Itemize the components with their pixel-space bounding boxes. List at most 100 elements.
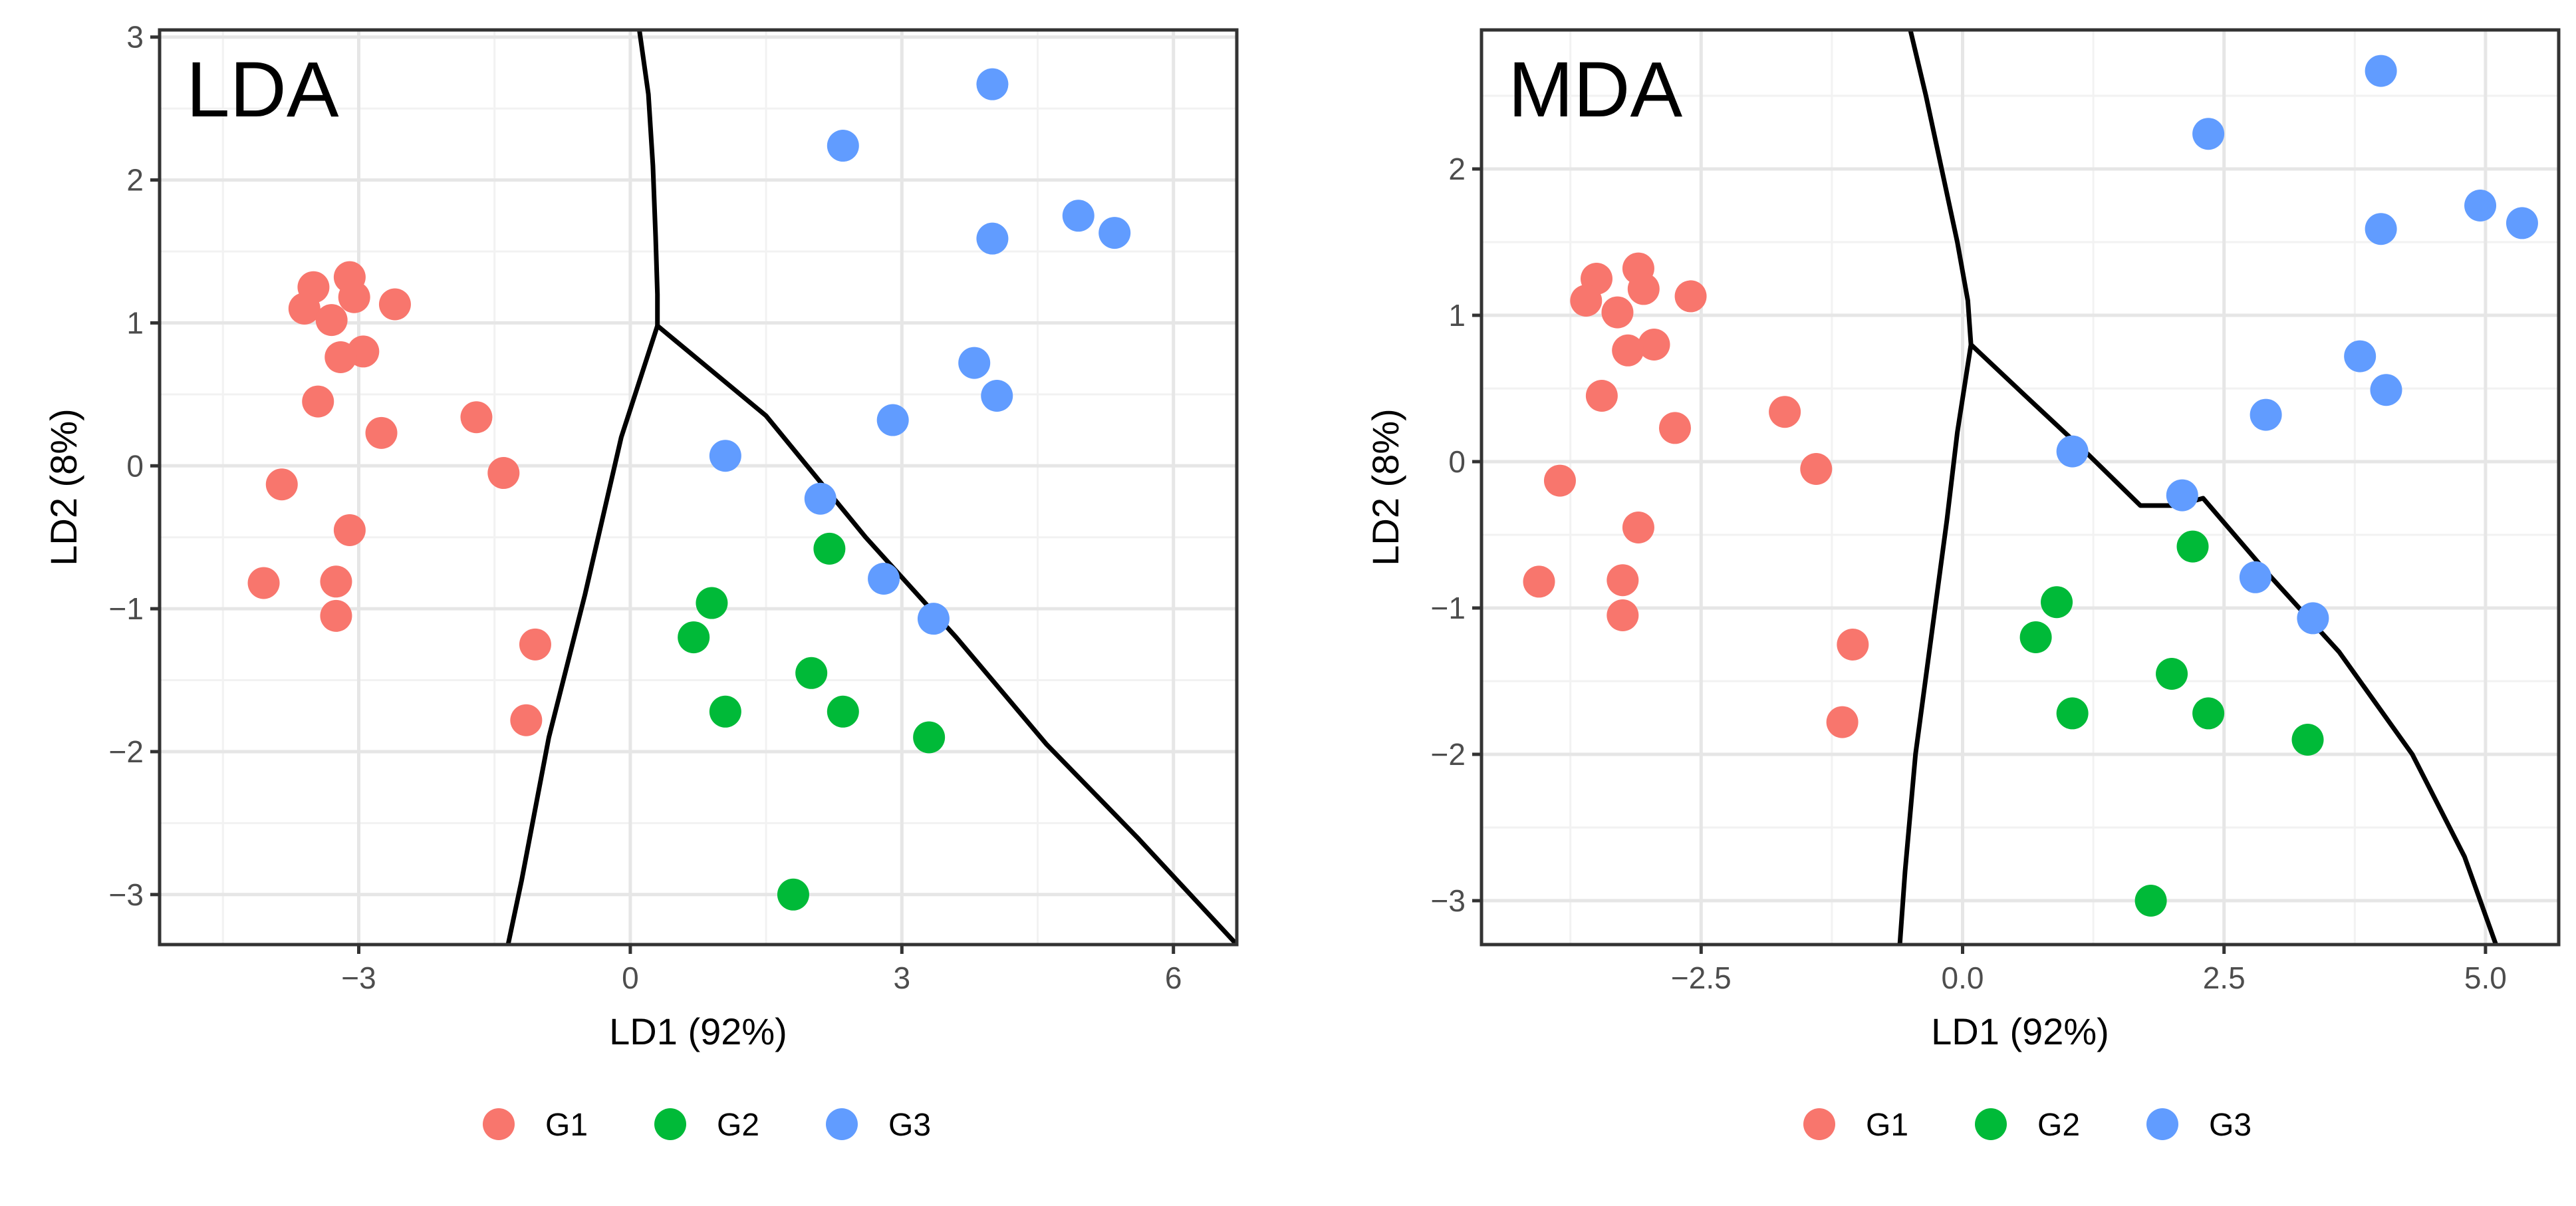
point-g1: [1543, 464, 1576, 497]
point-g1: [333, 514, 366, 546]
point-g3: [976, 222, 1009, 255]
point-g1: [1769, 396, 1801, 428]
y-axis-title: LD2 (8%): [1364, 408, 1406, 566]
y-axis-title: LD2 (8%): [43, 408, 84, 566]
x-tick-label: 0: [622, 961, 639, 995]
point-g3: [2056, 435, 2089, 468]
point-g3: [958, 347, 991, 379]
point-g1: [1601, 296, 1634, 329]
x-tick-label: 5.0: [2464, 961, 2507, 995]
point-g1: [510, 704, 543, 736]
point-g1: [324, 341, 357, 373]
point-g3: [2464, 190, 2497, 222]
decision-boundary-3: [656, 324, 1237, 945]
decision-boundary-2: [505, 325, 660, 945]
point-g3: [827, 130, 859, 162]
point-g1: [320, 599, 352, 632]
point-g3: [917, 603, 950, 635]
point-g1: [1523, 565, 1555, 598]
y-tick-label: −2: [1431, 737, 1466, 772]
point-g2: [678, 621, 710, 654]
point-g1: [519, 628, 551, 661]
panel-title: MDA: [1508, 46, 1683, 134]
point-g3: [2166, 479, 2198, 512]
point-g2: [2134, 885, 2167, 917]
point-g2: [2176, 530, 2209, 563]
chart-panel-mda: −2.5 0.0 2.5 5.0 −3 −2 −1 0 1 2 LD1 (92%) LD2 (8%) M…: [1364, 28, 2561, 1143]
x-tick-label: −3: [341, 961, 376, 995]
point-g3: [709, 440, 741, 472]
point-g1: [1800, 453, 1833, 485]
point-g3: [1062, 200, 1095, 232]
y-tick-label: −3: [109, 877, 144, 912]
panel-title: LDA: [186, 46, 339, 134]
x-tick-label: 3: [894, 961, 911, 995]
point-g3: [804, 482, 837, 515]
point-g2: [2192, 697, 2225, 730]
point-g1: [1674, 280, 1707, 313]
legend-key-g2: [654, 1108, 686, 1140]
legend-key-g1: [483, 1108, 515, 1140]
point-g2: [813, 532, 846, 565]
point-g1: [1585, 380, 1618, 412]
point-g2: [777, 878, 809, 911]
y-tick-label: −1: [1431, 591, 1466, 625]
legend-label-g1: G1: [1866, 1108, 1908, 1143]
point-g1: [378, 288, 411, 321]
point-g3: [868, 563, 900, 595]
point-g3: [876, 404, 909, 436]
point-g1: [487, 457, 520, 490]
y-tick-label: 2: [126, 163, 144, 198]
y-tick-label: −2: [109, 734, 144, 769]
legend-key-g1: [1803, 1108, 1835, 1140]
point-g3: [981, 380, 1013, 412]
point-g3: [976, 68, 1009, 100]
point-g1: [338, 281, 370, 313]
x-tick-label: 0.0: [1942, 961, 1984, 995]
panel-border: [158, 28, 1239, 947]
x-axis-title: LD1 (92%): [1931, 1010, 2109, 1052]
point-g3: [2365, 55, 2397, 87]
decision-boundary-1: [637, 30, 660, 326]
point-g2: [2041, 586, 2073, 619]
legend-label-g3: G3: [888, 1108, 931, 1143]
point-g3: [2365, 213, 2397, 245]
panel-border: [1480, 28, 2561, 947]
y-tick-label: 2: [1448, 152, 1466, 186]
point-g2: [2156, 658, 2188, 690]
legend-label-g3: G3: [2209, 1108, 2252, 1143]
y-tick-label: 1: [1448, 298, 1466, 333]
point-g1: [320, 565, 352, 598]
point-g2: [709, 695, 741, 728]
point-g3: [2506, 207, 2538, 239]
point-g3: [2239, 561, 2271, 593]
legend-key-g2: [1975, 1108, 2007, 1140]
point-g2: [913, 721, 946, 754]
point-g1: [288, 292, 321, 325]
legend-label-g2: G2: [717, 1108, 759, 1143]
y-tick-label: 0: [126, 448, 144, 483]
legend-key-g3: [826, 1108, 858, 1140]
x-tick-label: −2.5: [1671, 961, 1732, 995]
point-g1: [1622, 512, 1654, 543]
point-g1: [1638, 329, 1670, 361]
point-g2: [696, 587, 728, 619]
point-g3: [2344, 340, 2377, 373]
point-g1: [460, 401, 493, 434]
point-g1: [1612, 334, 1644, 367]
y-tick-label: 1: [126, 305, 144, 340]
point-g2: [2291, 724, 2324, 756]
x-tick-label: 2.5: [2203, 961, 2246, 995]
point-g3: [1098, 217, 1131, 249]
legend: G1 G2 G3: [1803, 1108, 2252, 1143]
x-axis-title: LD1 (92%): [609, 1010, 787, 1052]
point-g2: [827, 695, 859, 728]
legend-label-g1: G1: [545, 1108, 588, 1143]
decision-boundary-2: [1897, 344, 1974, 945]
decision-boundary-3: [1969, 343, 2498, 945]
point-g1: [315, 304, 348, 337]
y-tick-label: −3: [1431, 883, 1466, 918]
y-tick-label: 0: [1448, 444, 1466, 479]
